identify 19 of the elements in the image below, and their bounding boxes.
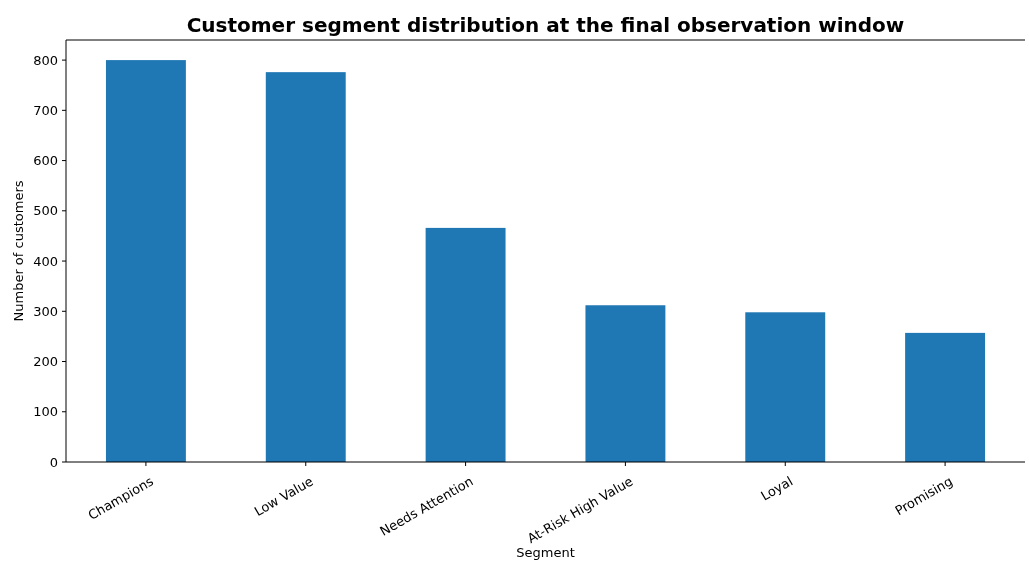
y-tick-label: 800 xyxy=(33,52,58,68)
y-tick-label: 100 xyxy=(33,404,58,420)
bar xyxy=(585,305,666,462)
x-tick-label: Low Value xyxy=(251,473,316,520)
y-tick-label: 200 xyxy=(33,354,58,370)
bar xyxy=(745,312,826,462)
y-axis-title: Number of customers xyxy=(11,180,26,322)
y-tick-label: 500 xyxy=(33,203,58,219)
y-tick-label: 300 xyxy=(33,303,58,319)
y-tick-label: 600 xyxy=(33,153,58,169)
bar xyxy=(265,72,346,462)
bar xyxy=(425,227,506,462)
y-tick-label: 400 xyxy=(33,253,58,269)
chart-title: Customer segment distribution at the final observation window xyxy=(186,13,905,37)
bar xyxy=(905,332,986,462)
bar xyxy=(105,60,186,462)
y-tick-label: 0 xyxy=(49,454,58,470)
y-tick-label: 700 xyxy=(33,102,58,118)
x-axis-title: Segment xyxy=(516,545,575,560)
